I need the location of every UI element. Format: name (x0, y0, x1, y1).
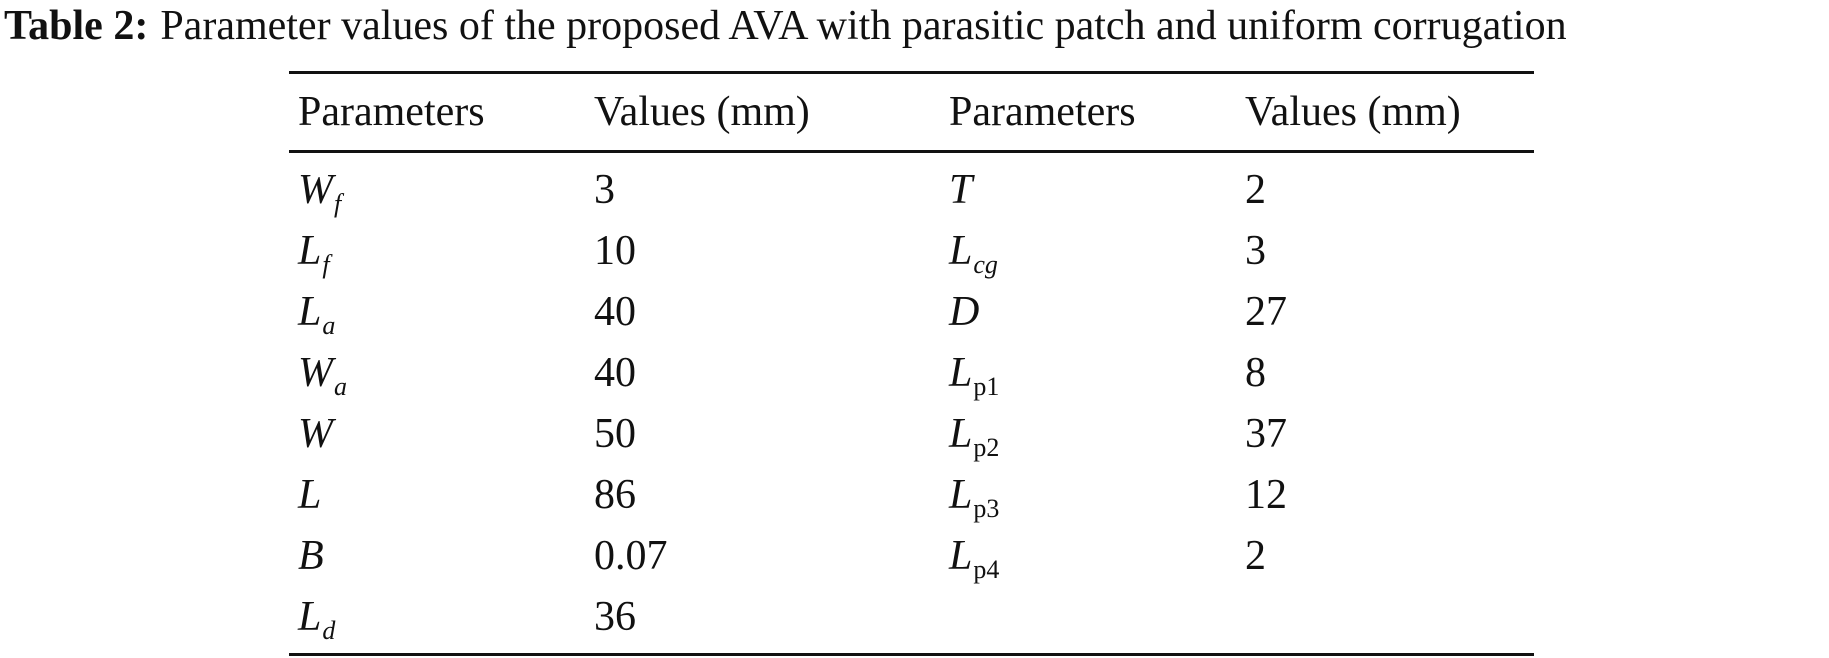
parameter-symbol: L (298, 227, 322, 274)
parameter-symbol: D (949, 288, 980, 335)
parameter-subscript: a (322, 310, 336, 340)
value-cell-1: 40 (594, 349, 636, 396)
table-row: Wf 3 T 2 (289, 152, 1534, 221)
header-parameters-1: Parameters (298, 89, 485, 135)
parameter-cell-1: Ld (289, 586, 585, 655)
table-row: Lf 10 Lcg 3 (289, 220, 1534, 281)
table-row: La 40 D 27 (289, 281, 1534, 342)
parameter-cell-2: Lp1 (940, 342, 1236, 403)
parameter-cell-2: D (940, 281, 1236, 342)
value-cell-1: 36 (594, 593, 636, 640)
parameter-cell-1: B (289, 525, 585, 586)
parameter-symbol: B (298, 532, 324, 579)
header-values-2: Values (mm) (1245, 89, 1461, 135)
parameter-symbol: W (298, 166, 333, 213)
parameter-cell-1: Lf (289, 220, 585, 281)
parameter-symbol: L (949, 349, 973, 396)
parameter-symbol: L (298, 471, 322, 518)
parameter-symbol: L (949, 471, 973, 518)
table-row: Wa 40 Lp1 8 (289, 342, 1534, 403)
parameter-subscript: d (322, 615, 336, 645)
parameter-cell-1: La (289, 281, 585, 342)
value-cell-2: 8 (1245, 349, 1266, 396)
parameter-subscript: f (322, 249, 330, 279)
value-cell-1: 3 (594, 166, 615, 213)
parameter-symbol: W (298, 410, 333, 457)
value-cell-2: 2 (1245, 532, 1266, 579)
parameter-cell-2: Lp2 (940, 403, 1236, 464)
parameter-symbol: L (298, 288, 322, 335)
parameter-cell-2: Lp4 (940, 525, 1236, 586)
value-cell-1: 86 (594, 471, 636, 518)
table-caption: Table 2: Parameter values of the proposed… (4, 0, 1567, 52)
parameter-subscript: p2 (973, 432, 1000, 462)
parameter-subscript: cg (973, 249, 998, 279)
parameter-subscript: f (334, 188, 342, 218)
parameter-cell-1: W (289, 403, 585, 464)
parameter-subscript: p3 (973, 493, 1000, 523)
parameter-cell-2: Lp3 (940, 464, 1236, 525)
parameter-symbol: L (949, 410, 973, 457)
parameter-subscript: p1 (973, 371, 1000, 401)
parameter-cell-1: L (289, 464, 585, 525)
table-row: B 0.07 Lp4 2 (289, 525, 1534, 586)
parameter-subscript: p4 (973, 554, 1000, 584)
table-row: W 50 Lp2 37 (289, 403, 1534, 464)
value-cell-2: 27 (1245, 288, 1287, 335)
caption-text: Parameter values of the proposed AVA wit… (160, 3, 1567, 49)
value-cell-1: 50 (594, 410, 636, 457)
value-cell-2: 3 (1245, 227, 1266, 274)
parameter-cell-2: T (940, 152, 1236, 221)
table-body: Wf 3 T 2 Lf 10 Lcg 3 La 40 D 27 Wa 40 Lp1 8 W 50 Lp2 37 L 86 L… (289, 152, 1534, 655)
parameter-cell-2: Lcg (940, 220, 1236, 281)
parameter-symbol: L (298, 593, 322, 640)
parameter-table-container: Parameters Values (mm) Parameters Values… (289, 71, 1534, 656)
value-cell-2: 2 (1245, 166, 1266, 213)
caption-label: Table 2: (4, 3, 149, 49)
parameter-symbol: L (949, 532, 973, 579)
header-values-1: Values (mm) (594, 89, 810, 135)
value-cell-2: 12 (1245, 471, 1287, 518)
header-parameters-2: Parameters (949, 89, 1136, 135)
value-cell-2: 37 (1245, 410, 1287, 457)
table-row: L 86 Lp3 12 (289, 464, 1534, 525)
table-row: Ld 36 (289, 586, 1534, 655)
table-header-row: Parameters Values (mm) Parameters Values… (289, 72, 1534, 152)
value-cell-1: 0.07 (594, 532, 668, 579)
parameter-subscript: a (334, 371, 347, 401)
parameter-cell-1: Wf (289, 152, 585, 221)
value-cell-1: 10 (594, 227, 636, 274)
value-cell-1: 40 (594, 288, 636, 335)
parameter-symbol: T (949, 166, 973, 213)
parameter-symbol: W (298, 349, 333, 396)
parameter-table: Parameters Values (mm) Parameters Values… (289, 71, 1534, 656)
value-cell-2 (1236, 586, 1534, 655)
parameter-symbol: L (949, 227, 973, 274)
parameter-cell-1: Wa (289, 342, 585, 403)
parameter-cell-2 (940, 586, 1236, 655)
